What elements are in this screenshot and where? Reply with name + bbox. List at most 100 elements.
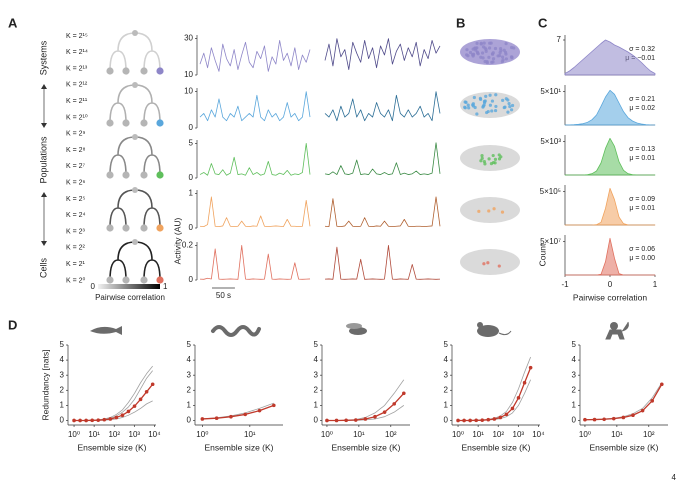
brain-dot <box>494 93 498 97</box>
point <box>474 418 478 423</box>
y-tick-label: 4 <box>187 355 192 364</box>
brain-dot <box>475 41 479 45</box>
y-axis-label: Redundancy [nats] <box>40 350 50 421</box>
density-area <box>564 237 656 276</box>
x-tick-label: 10² <box>643 430 655 439</box>
x-tick-label: 10¹ <box>88 430 100 439</box>
brain-dot <box>487 209 491 213</box>
k-label: K = 2⁷ <box>66 163 86 170</box>
k-label: K = 2³ <box>66 228 86 235</box>
icon-mouse <box>498 330 512 336</box>
annotation: μ = −0.01 <box>625 55 655 62</box>
brain-dot <box>487 157 491 161</box>
x-tick-label: -1 <box>561 280 569 289</box>
icon-mouse <box>477 322 483 328</box>
tree-branch <box>109 136 161 176</box>
scale-bar-label: 50 s <box>216 291 231 300</box>
brain-dot <box>488 103 492 107</box>
point <box>392 402 397 406</box>
brain-dot <box>503 50 508 54</box>
x-tick-label: 10⁴ <box>148 430 161 439</box>
point <box>492 417 497 421</box>
k-label: K = 2⁶ <box>66 180 86 187</box>
brain-dot <box>482 159 486 164</box>
x-axis-label: Ensemble size (K) <box>78 442 147 452</box>
y-tick-label: 5×10⁷ <box>540 237 561 246</box>
brain-dot <box>486 109 490 114</box>
point <box>90 418 94 423</box>
brain-dot <box>473 46 477 50</box>
point <box>344 418 348 423</box>
brain-dot <box>481 56 485 60</box>
tree-leaf <box>122 224 130 232</box>
trace <box>324 196 441 228</box>
brain-dot <box>500 210 505 214</box>
brain-dot <box>506 110 510 114</box>
colorbar <box>98 284 160 289</box>
icon-monkey <box>610 322 618 330</box>
tree-node <box>132 239 138 245</box>
y-tick-label: 0 <box>187 416 192 425</box>
brain-dot <box>508 104 512 109</box>
point <box>621 415 626 420</box>
point <box>126 409 131 414</box>
brain-dot <box>491 153 495 158</box>
point <box>150 382 155 387</box>
tree-leaf <box>156 171 164 179</box>
point <box>132 404 137 408</box>
point <box>144 389 149 394</box>
brain-dot <box>501 98 505 102</box>
k-label: K = 2⁴ <box>66 212 86 219</box>
y-tick-label: 0 <box>189 123 194 132</box>
tree-leaf <box>106 119 114 127</box>
point <box>660 382 664 387</box>
x-tick-label: 10¹ <box>353 430 365 439</box>
brain-dot <box>500 55 505 59</box>
brain-dot <box>468 50 473 55</box>
annotation: σ = 0.13 <box>629 146 655 153</box>
point <box>650 399 655 403</box>
brain-dot <box>497 153 501 157</box>
y-tick-label: 2 <box>187 385 192 394</box>
point <box>640 408 645 413</box>
icon-fly <box>349 327 367 335</box>
brain-dot <box>498 51 502 55</box>
brain-dot <box>483 99 487 103</box>
tree-leaf <box>122 276 130 284</box>
k-label: K = 2¹¹ <box>66 98 88 105</box>
y-tick-label: 0 <box>189 173 194 182</box>
brain-dot <box>492 207 496 211</box>
point <box>108 417 113 421</box>
point <box>611 416 616 421</box>
annotation: μ = 0.01 <box>629 155 655 162</box>
colorbar-min: 0 <box>91 282 96 291</box>
brain-dot <box>471 52 476 56</box>
trace <box>324 142 441 175</box>
brain-dot <box>479 41 483 45</box>
point <box>120 413 125 417</box>
icon-fly <box>346 323 362 329</box>
y-tick-label: 0 <box>444 416 449 425</box>
brain-dot <box>487 55 491 59</box>
brain-dot <box>493 157 498 161</box>
tree-leaf <box>106 67 114 75</box>
y-tick-label: 1 <box>314 400 319 409</box>
y-tick-label: 10 <box>184 70 193 79</box>
point <box>631 413 635 417</box>
brain-dot <box>480 156 484 160</box>
k-label: K = 2⁹ <box>66 131 86 138</box>
x-tick-label: 10² <box>108 430 120 439</box>
tree-leaf <box>156 119 164 127</box>
point <box>363 417 368 421</box>
y-tick-label: 0 <box>189 223 194 232</box>
density-area <box>564 39 656 76</box>
trace <box>199 143 311 176</box>
y-tick-label: 4 <box>60 355 65 364</box>
x-tick-label: 10³ <box>513 430 525 439</box>
k-label: K = 2⁵ <box>66 196 86 203</box>
x-axis-label: Ensemble size (K) <box>332 442 401 452</box>
y-tick-label: 5×10¹ <box>540 87 561 96</box>
y-tick-label: 5 <box>187 340 192 349</box>
